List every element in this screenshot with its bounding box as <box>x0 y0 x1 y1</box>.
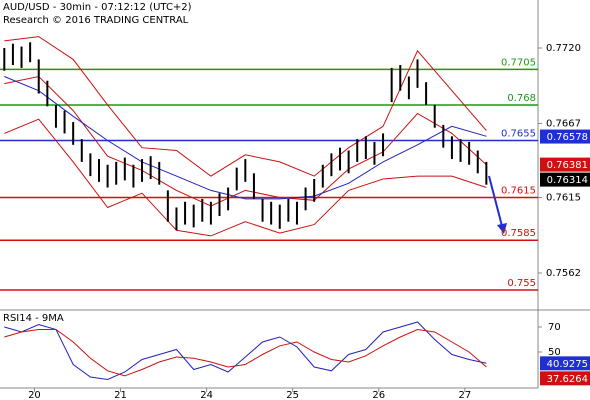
rsi-title: RSI14 - 9MA <box>3 313 64 324</box>
level-label: 0.768 <box>507 93 536 104</box>
chart-subtitle: Research © 2016 TRADING CENTRAL <box>3 15 189 26</box>
price-tag-label: 0.76314 <box>547 175 588 186</box>
indicator-line <box>4 75 487 207</box>
forecast-arrow <box>488 175 507 234</box>
price-tag-box <box>540 129 590 144</box>
indicator-line <box>4 76 487 200</box>
level-label: 0.7615 <box>501 186 536 197</box>
y-tick-label: 0.7667 <box>546 118 581 129</box>
x-tick-label: 21 <box>114 390 127 400</box>
price-tag-label: 0.76381 <box>547 160 588 171</box>
y-tick-label: 0.7720 <box>546 43 581 54</box>
x-tick-label: 20 <box>28 390 41 400</box>
y-tick-label: 50 <box>548 347 561 358</box>
indicator-line <box>4 321 487 381</box>
x-tick-label: 27 <box>458 390 471 400</box>
price-tag-label: 40.9275 <box>547 359 588 370</box>
y-tick-label: 70 <box>548 322 561 333</box>
level-label: 0.7705 <box>501 57 536 68</box>
x-tick-label: 24 <box>200 390 213 400</box>
level-label: 0.755 <box>507 278 536 289</box>
y-tick-label: 0.7562 <box>546 268 581 279</box>
price-tag-label: 0.76578 <box>547 132 588 143</box>
x-tick-label: 25 <box>286 390 299 400</box>
price-tag-label: 37.6264 <box>547 374 588 385</box>
indicator-line <box>4 36 487 177</box>
y-tick-label: 0.7615 <box>546 193 581 204</box>
x-tick-label: 26 <box>372 390 385 400</box>
level-label: 0.7585 <box>501 228 536 239</box>
price-tag-box <box>540 157 590 172</box>
price-tag-box <box>540 371 590 386</box>
price-tag-box <box>540 356 590 371</box>
level-label: 0.7655 <box>501 129 536 140</box>
indicator-line <box>4 328 487 377</box>
price-tag-box <box>540 172 590 187</box>
chart-title: AUD/USD - 30min - 07:12:12 (UTC+2) <box>3 2 192 13</box>
indicator-line <box>4 118 487 237</box>
